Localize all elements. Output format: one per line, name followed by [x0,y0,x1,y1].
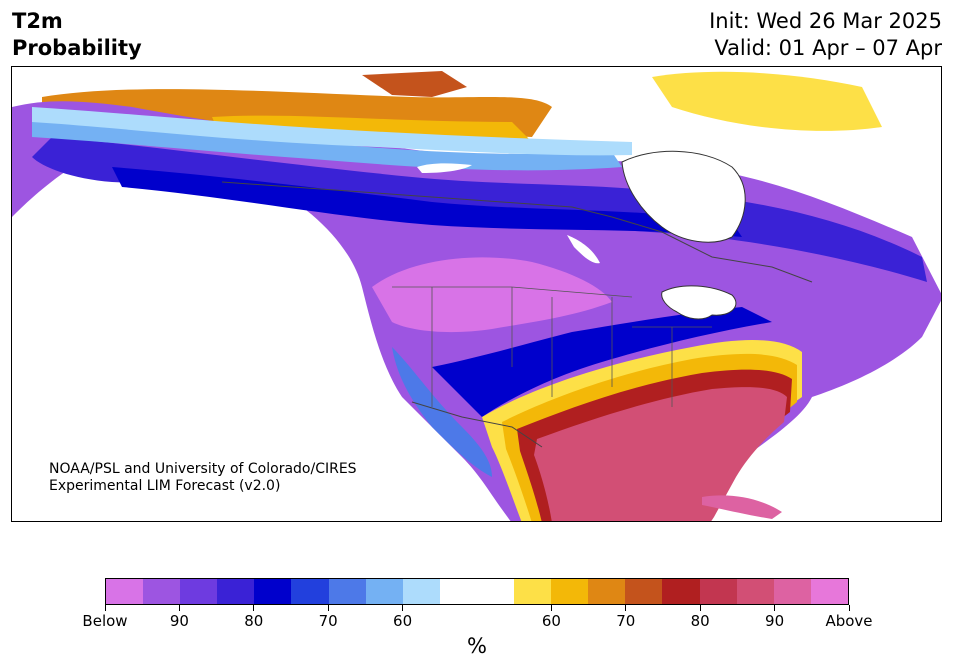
legend-tick [625,605,627,611]
credit-line-2: Experimental LIM Forecast (v2.0) [49,478,281,494]
legend-bin [662,579,700,604]
legend-bin [773,579,811,604]
legend-bin [736,579,774,604]
canada-us-border [221,181,813,283]
legend-tick-label: 90 [169,612,189,630]
legend-tick [774,605,776,611]
arctic-warm-core [362,71,467,97]
hudson-bay [621,150,746,243]
legend-bin [588,579,626,604]
legend-bin [254,579,292,604]
legend-bin [328,579,366,604]
legend-bin [551,579,589,604]
legend-bin [217,579,255,604]
legend-bin [402,579,440,604]
legend-bin [699,579,737,604]
legend-tick-label: 60 [541,612,561,630]
west-coast-cold [392,347,492,477]
legend-tick [848,605,850,611]
legend-bin [106,579,144,604]
legend-tick [699,605,701,611]
variable-label: T2m [12,9,63,33]
legend-bin [625,579,663,604]
legend-tick [253,605,255,611]
legend-tick-label: 70 [616,612,636,630]
legend-bin [143,579,181,604]
probability-map [11,66,942,522]
legend-tick-label: Below [82,612,128,630]
product-label: Probability [12,36,142,60]
cold-band-strong [112,167,742,237]
legend-tick [178,605,180,611]
legend-bin [810,579,848,604]
credit-line-1: NOAA/PSL and University of Colorado/CIRE… [49,461,357,477]
legend-tick-label: 80 [244,612,264,630]
legend-tick [550,605,552,611]
legend-bin [476,579,515,604]
legend-bin [439,579,477,604]
legend-bin [514,579,552,604]
legend-bin [291,579,329,604]
valid-period: Valid: 01 Apr – 07 Apr [714,36,942,60]
legend-tick [104,605,106,611]
great-bear-lake [417,163,472,173]
legend-unit: % [467,634,487,658]
legend-tick-label: Above [825,612,873,630]
color-legend [105,578,849,605]
legend-bin [365,579,403,604]
legend-tick [402,605,404,611]
credit-text: NOAA/PSL and University of Colorado/CIRE… [49,461,357,495]
southeast-warm-core [534,387,787,521]
great-lakes [661,285,737,320]
map-canvas [12,71,941,521]
legend-tick-label: 70 [318,612,338,630]
us-mexico-border [411,401,543,448]
lake-winnipeg [567,235,600,264]
legend-bin [180,579,218,604]
legend-tick-label: 90 [765,612,785,630]
gulf-cold-edge [432,307,772,417]
legend-tick [327,605,329,611]
cuba-warm [702,495,782,519]
legend-tick-label: 80 [690,612,710,630]
forecast-dates: Init: Wed 26 Mar 2025 Valid: 01 Apr – 07… [709,8,942,62]
greenland-warm [652,71,882,131]
init-date: Init: Wed 26 Mar 2025 [709,9,942,33]
state-lines [392,286,712,407]
map-title: T2m Probability [12,8,142,62]
legend-tick-label: 60 [393,612,413,630]
cold-band-pale [32,107,632,156]
